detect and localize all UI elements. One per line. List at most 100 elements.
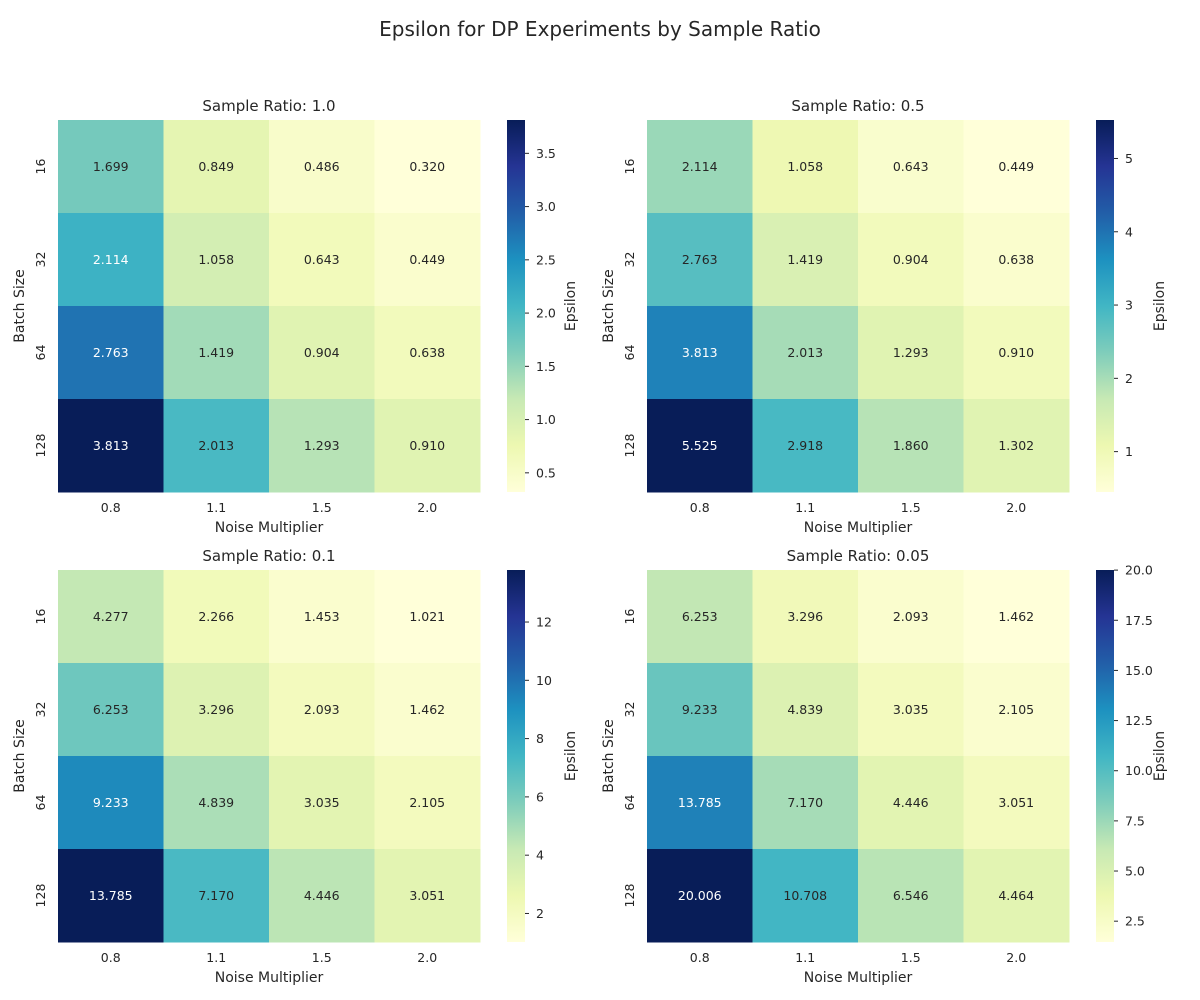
heatmap-cell <box>269 120 375 214</box>
cell-label: 3.035 <box>893 702 929 717</box>
colorbar-tick-label: 10.0 <box>1125 763 1153 778</box>
cell-label: 1.419 <box>198 345 234 360</box>
heatmap-cell <box>58 120 164 214</box>
heatmap-cell <box>163 306 270 400</box>
panel-title: Sample Ratio: 0.5 <box>791 97 924 115</box>
x-tick-label: 1.5 <box>312 950 332 965</box>
cell-label: 0.904 <box>304 345 340 360</box>
heatmap-cell <box>647 120 753 214</box>
colorbar-tick-label: 3.0 <box>536 199 556 214</box>
colorbar-label: Epsilon <box>1152 731 1168 781</box>
colorbar-tick-label: 12 <box>536 615 552 630</box>
heatmap-cell <box>752 570 859 664</box>
heatmap-cell <box>647 399 753 493</box>
colorbar-tick-label: 4 <box>1125 224 1133 239</box>
heatmap-cell <box>858 120 964 214</box>
cell-label: 13.785 <box>89 888 133 903</box>
heatmap-cell <box>374 570 481 664</box>
y-tick-label: 64 <box>622 795 637 811</box>
cell-label: 1.699 <box>93 159 129 174</box>
cell-label: 0.638 <box>998 252 1034 267</box>
colorbar-tick-label: 1.0 <box>536 412 556 427</box>
heatmap-cell <box>163 849 270 943</box>
heatmap-cell <box>163 213 270 307</box>
cell-label: 1.302 <box>998 438 1034 453</box>
colorbar-tick-label: 8 <box>536 731 544 746</box>
heatmap-cell <box>58 756 164 850</box>
cell-label: 3.051 <box>998 795 1034 810</box>
colorbar <box>1096 120 1114 492</box>
colorbar-tick-label: 17.5 <box>1125 613 1153 628</box>
colorbar-tick-label: 10 <box>536 673 552 688</box>
cell-label: 0.486 <box>304 159 340 174</box>
heatmap-cell <box>963 399 1070 493</box>
cell-label: 0.449 <box>409 252 445 267</box>
cell-label: 1.058 <box>198 252 234 267</box>
heatmap-panel-3: Sample Ratio: 0.1 4.277 2.266 1.453 1.021 6.2… <box>12 547 579 986</box>
x-tick-label: 1.5 <box>901 950 921 965</box>
cell-label: 1.419 <box>787 252 823 267</box>
heatmap-cell <box>647 849 753 943</box>
cell-label: 1.860 <box>893 438 929 453</box>
cell-label: 3.813 <box>93 438 129 453</box>
colorbar-label: Epsilon <box>563 281 579 331</box>
cell-label: 2.105 <box>409 795 445 810</box>
y-tick-label: 64 <box>622 345 637 361</box>
heatmap-cell <box>58 306 164 400</box>
cell-label: 2.114 <box>682 159 718 174</box>
x-tick-label: 1.1 <box>206 500 226 515</box>
colorbar-tick-label: 15.0 <box>1125 663 1153 678</box>
heatmap-cell <box>58 213 164 307</box>
heatmap-cell <box>269 399 375 493</box>
y-tick-label: 32 <box>33 252 48 268</box>
x-tick-label: 2.0 <box>1006 950 1026 965</box>
cell-label: 0.449 <box>998 159 1034 174</box>
y-tick-label: 128 <box>33 434 48 458</box>
y-tick-label: 16 <box>622 159 637 175</box>
cell-label: 0.643 <box>304 252 340 267</box>
heatmap-cell <box>374 756 481 850</box>
heatmap-cell <box>269 663 375 757</box>
cell-label: 2.013 <box>787 345 823 360</box>
x-tick-label: 1.5 <box>312 500 332 515</box>
heatmap-cell <box>858 306 964 400</box>
heatmap-cell <box>269 213 375 307</box>
y-tick-label: 16 <box>33 609 48 625</box>
cell-label: 2.013 <box>198 438 234 453</box>
x-axis-label: Noise Multiplier <box>804 520 913 536</box>
cell-label: 6.546 <box>893 888 929 903</box>
cell-label: 20.006 <box>678 888 722 903</box>
cell-label: 4.446 <box>893 795 929 810</box>
heatmap-cell <box>269 306 375 400</box>
cell-label: 1.293 <box>304 438 340 453</box>
x-tick-label: 0.8 <box>101 500 121 515</box>
cell-label: 1.453 <box>304 609 340 624</box>
colorbar-tick-label: 4 <box>536 848 544 863</box>
colorbar-label: Epsilon <box>1152 281 1168 331</box>
heatmap-cell <box>163 756 270 850</box>
heatmap-cell <box>374 120 481 214</box>
x-axis-label: Noise Multiplier <box>804 970 913 986</box>
x-tick-label: 0.8 <box>101 950 121 965</box>
cell-label: 4.446 <box>304 888 340 903</box>
cell-label: 2.105 <box>998 702 1034 717</box>
colorbar-label: Epsilon <box>563 731 579 781</box>
panel-title: Sample Ratio: 0.1 <box>202 547 335 565</box>
x-tick-label: 2.0 <box>417 950 437 965</box>
heatmap-cell <box>752 849 859 943</box>
cell-label: 7.170 <box>787 795 823 810</box>
cell-label: 4.839 <box>198 795 234 810</box>
heatmap-cell <box>374 663 481 757</box>
cell-label: 3.296 <box>787 609 823 624</box>
heatmap-cell <box>858 756 964 850</box>
cell-label: 0.910 <box>409 438 445 453</box>
y-tick-label: 16 <box>622 609 637 625</box>
heatmap-cell <box>58 399 164 493</box>
heatmap-cell <box>963 849 1070 943</box>
heatmap-cell <box>374 306 481 400</box>
cell-label: 0.643 <box>893 159 929 174</box>
heatmap-cell <box>269 849 375 943</box>
y-tick-label: 16 <box>33 159 48 175</box>
heatmap-cell <box>752 306 859 400</box>
